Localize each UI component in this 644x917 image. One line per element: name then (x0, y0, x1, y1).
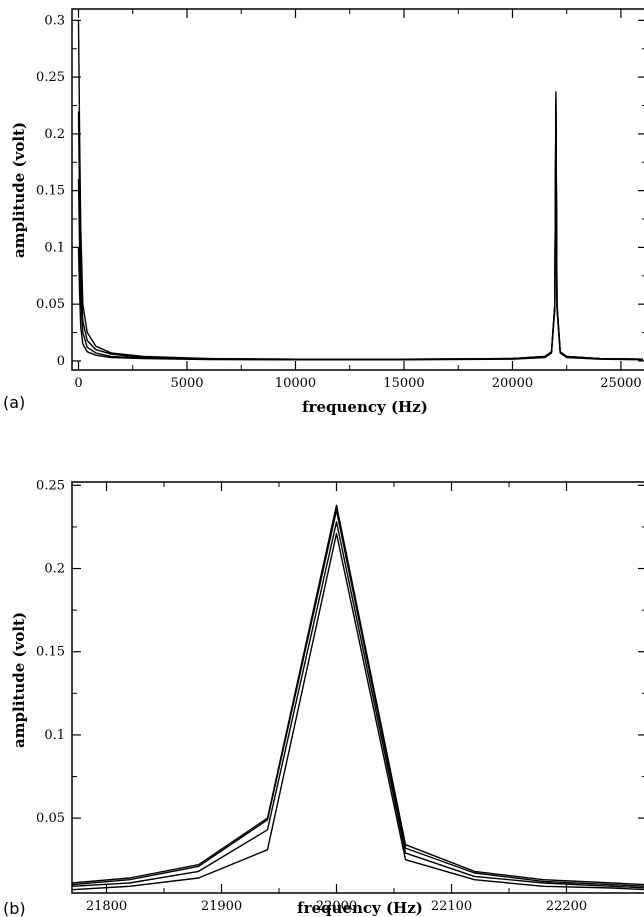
panel-b-x-tick-label: 22100 (431, 899, 472, 914)
panel-b: 21800 21900 22000 22100 22200 0.05 0.1 0.15 0.2 0… (3, 478, 644, 917)
panel-a-y-tick-label: 0.15 (36, 184, 65, 199)
panel-a-frame (71, 8, 644, 371)
panel-a-x-tick-label: 0 (74, 376, 82, 391)
panel-b-x-tick-label: 22000 (316, 899, 357, 914)
panel-b-y-tick-label: 0.2 (44, 562, 65, 577)
panel-a-series (77, 20, 643, 361)
panel-b-label: (b) (3, 899, 26, 917)
panel-a-x-tick-label: 15000 (383, 376, 424, 391)
panel-a-y-axis-title: amplitude (volt) (10, 122, 28, 258)
panel-b-series-line-3 (71, 521, 644, 889)
panel-b-series-line-2 (71, 509, 644, 887)
panel-b-x-tick-label: 21800 (86, 899, 127, 914)
panel-a: 0 5000 10000 15000 20000 25000 0 0.05 0.1 0.15 0.2… (3, 8, 644, 416)
panel-b-y-tick-label: 0.1 (44, 728, 65, 743)
panel-a-y-tick-label: 0.2 (44, 127, 65, 142)
panel-a-y-tick-label: 0.3 (44, 13, 65, 28)
panel-b-y-tick-label: 0.15 (36, 645, 65, 660)
panel-b-y-tick-label: 0.25 (36, 478, 65, 493)
panel-b-series-line-4 (71, 532, 644, 891)
panel-a-y-tick-label: 0.05 (36, 297, 65, 312)
panel-a-x-tick-label: 5000 (170, 376, 203, 391)
panel-a-x-tick-label: 20000 (492, 376, 533, 391)
panel-a-y-tick-label: 0 (57, 354, 65, 369)
panel-b-x-tick-label: 21900 (201, 899, 242, 914)
panel-b-frame (71, 481, 644, 894)
panel-a-y-tick-label: 0.1 (44, 240, 65, 255)
panel-b-x-axis-title: frequency (Hz) (297, 899, 423, 917)
panel-a-x-tick-label: 25000 (600, 376, 641, 391)
panel-a-series-line-1 (77, 20, 643, 360)
panel-a-y-tick-label: 0.25 (36, 70, 65, 85)
panel-a-x-tick-label: 10000 (275, 376, 316, 391)
panel-b-ticks: 21800 21900 22000 22100 22200 0.05 0.1 0.15 0.2 0… (36, 478, 644, 914)
panel-a-series-line-4 (77, 110, 643, 361)
panel-a-ticks: 0 5000 10000 15000 20000 25000 0 0.05 0.1 0.15 0.2… (36, 9, 644, 391)
panel-b-series-line-1 (71, 504, 644, 886)
panel-b-x-tick-label: 22200 (546, 899, 587, 914)
panel-a-x-axis-title: frequency (Hz) (302, 398, 428, 416)
panel-a-label: (a) (3, 393, 25, 412)
panel-b-y-tick-label: 0.05 (36, 811, 65, 826)
panel-b-y-axis-title: amplitude (volt) (10, 612, 28, 748)
panel-b-series (71, 504, 644, 891)
